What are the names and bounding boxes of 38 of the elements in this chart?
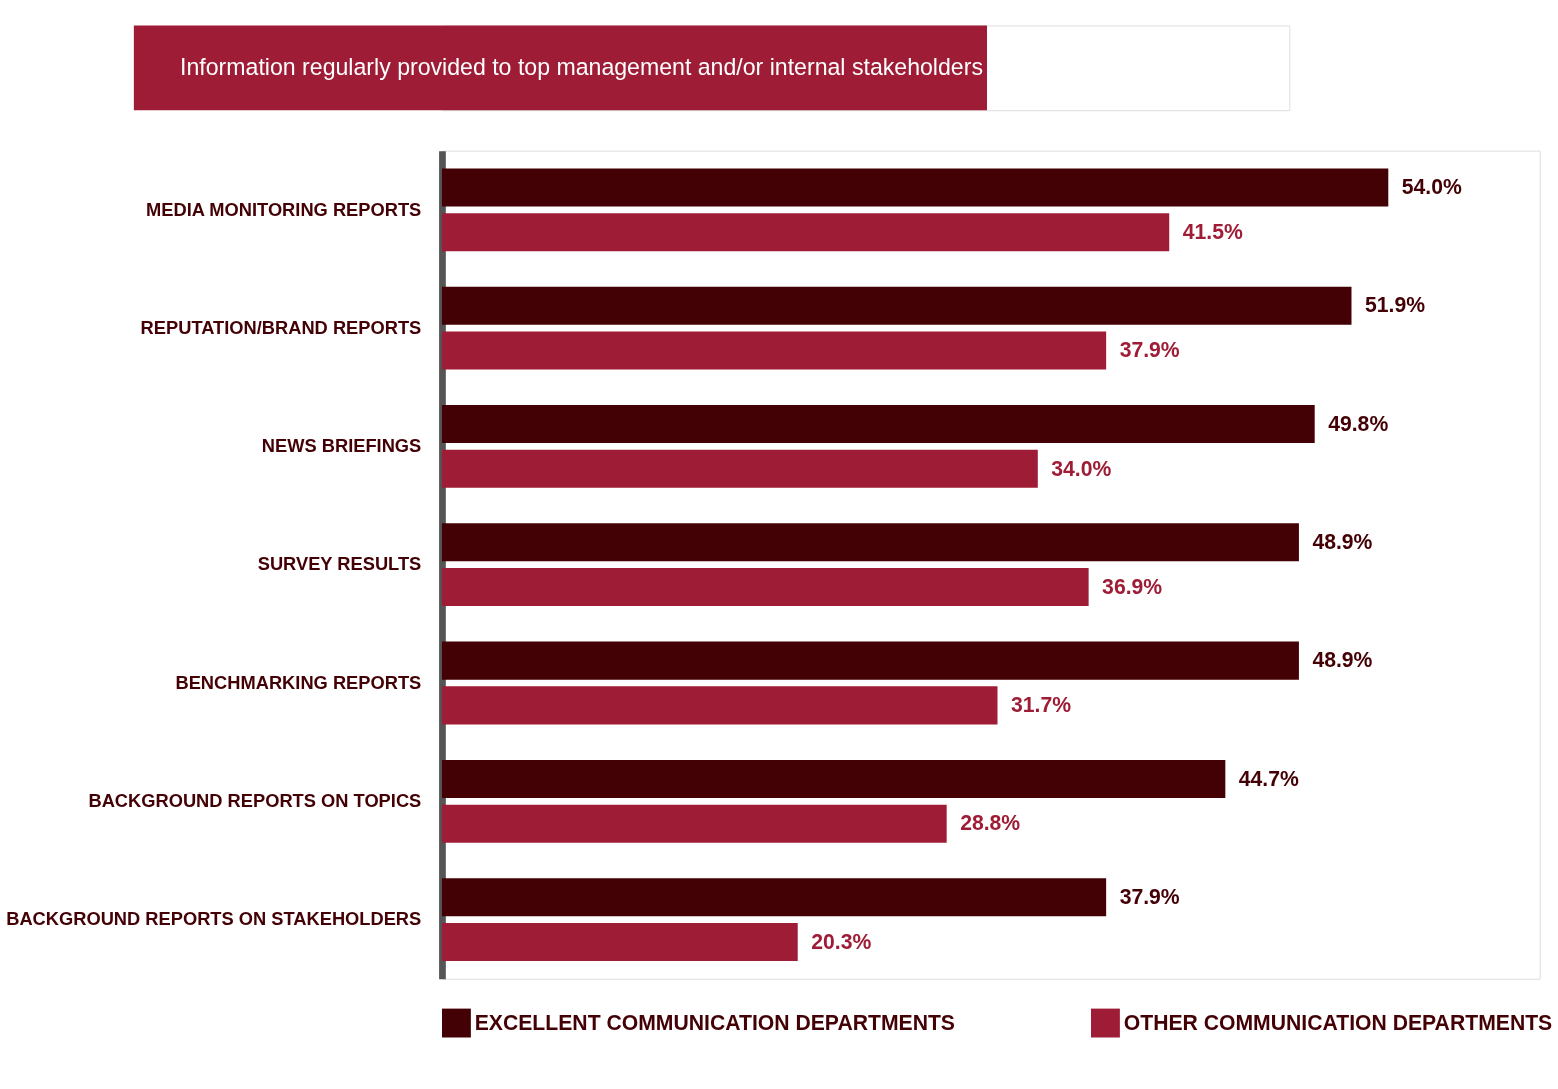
bar [441,286,1352,325]
bar [441,568,1089,607]
y-tick-label: MEDIA MONITORING REPORTS [146,198,422,220]
y-tick-label: BACKGROUND REPORTS ON TOPICS [88,790,422,812]
bar [441,686,998,725]
bar [441,878,1107,917]
chart-title: Information regularly provided to top management and/or internal stakeholders [180,53,983,80]
bar [441,523,1299,562]
bar [441,213,1170,252]
data-label: 41.5% [1182,219,1243,243]
y-tick-label: SURVEY RESULTS [257,553,422,575]
data-label: 34.0% [1051,456,1112,480]
y-tick-label: BENCHMARKING REPORTS [175,671,422,693]
bar [441,405,1315,444]
legend-label: OTHER COMMUNICATION DEPARTMENTS [1123,1010,1553,1034]
data-label: 54.0% [1401,175,1462,199]
bar [441,168,1389,207]
bar [441,331,1107,370]
y-tick-label: REPUTATION/BRAND REPORTS [140,316,422,338]
data-label: 49.8% [1328,411,1389,435]
data-label: 31.7% [1010,693,1072,717]
data-label: 28.8% [960,811,1021,835]
data-label: 37.9% [1119,884,1180,908]
data-label: 36.9% [1102,574,1163,598]
bar [441,759,1226,798]
bar [441,449,1038,488]
data-label: 48.9% [1312,530,1373,554]
data-label: 44.7% [1238,766,1300,790]
data-label: 37.9% [1119,338,1180,362]
y-tick-label: NEWS BRIEFINGS [261,435,422,457]
y-tick-label: BACKGROUND REPORTS ON STAKEHOLDERS [6,908,422,930]
data-label: 48.9% [1312,648,1373,672]
data-label: 20.3% [811,929,872,953]
bar [441,641,1299,680]
bar [441,922,798,962]
data-label: 51.9% [1364,293,1426,317]
bar [441,804,947,843]
legend-label: EXCELLENT COMMUNICATION DEPARTMENTS [474,1010,955,1034]
